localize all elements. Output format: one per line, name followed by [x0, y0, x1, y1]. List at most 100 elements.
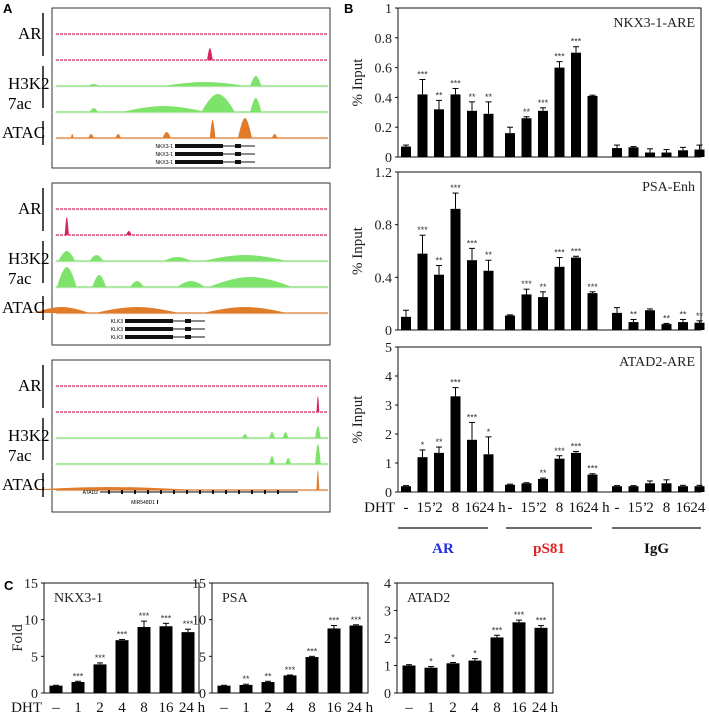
y-tick-label: 3: [385, 399, 392, 414]
bar-nkx3-1: [71, 682, 85, 693]
bar-psa: [327, 628, 341, 693]
bar-igg: [645, 152, 655, 157]
gene-exon: [186, 490, 188, 494]
bar-igg: [678, 322, 688, 330]
bar-igg: [645, 483, 655, 492]
x-tick-label: 16: [569, 500, 585, 516]
x-tick-label: –: [219, 700, 228, 716]
bar-ar: [401, 486, 411, 492]
bar-ar: [483, 113, 494, 157]
y-tick-label: 0.8: [375, 219, 393, 234]
bar-ar: [401, 316, 411, 330]
bar-nkx3-1: [137, 627, 151, 693]
plot-frame: [397, 346, 702, 493]
significance-marker: *: [421, 440, 425, 450]
bar-ar: [450, 208, 461, 330]
bar-ar: [417, 94, 428, 157]
significance-marker: ***: [117, 629, 128, 639]
bar-ar: [417, 457, 428, 492]
significance-marker: ***: [467, 412, 478, 422]
bar-igg: [661, 324, 672, 330]
y-tick-label: 0.8: [375, 32, 393, 47]
h3k27ac-track-vehicle-peak: [282, 432, 289, 438]
significance-marker: ***: [351, 615, 362, 625]
panel-label-c: C: [4, 578, 14, 593]
significance-marker: ***: [450, 78, 461, 88]
x-tick-label: 8: [663, 500, 671, 516]
x-tick-label: 8: [556, 500, 564, 516]
h3k27ac-track-label-line1: H3K2: [8, 249, 50, 268]
gene-exon: [225, 490, 227, 494]
bar-ar: [434, 274, 444, 330]
x-tick-label: -: [615, 500, 620, 516]
gene-exon: [157, 500, 158, 504]
y-tick-label: 4: [384, 577, 391, 592]
y-tick-label: 2: [384, 632, 391, 647]
x-tick-label: 16: [676, 500, 692, 516]
x-axis-prefix-dht: DHT: [364, 500, 395, 516]
genome-browser-box: [51, 7, 331, 169]
y-tick-label: 3: [384, 605, 391, 620]
plot-title: PSA: [222, 591, 249, 606]
significance-marker: ***: [183, 619, 194, 629]
bar-ar: [467, 260, 477, 330]
y-tick-label: 0: [199, 687, 206, 702]
bar-igg: [661, 483, 672, 492]
gene-exon: [185, 335, 191, 339]
bar-ps81: [587, 474, 598, 492]
y-axis-label: % Input: [350, 58, 366, 107]
h3k27ac-track-vehicle-peak: [203, 255, 287, 261]
bar-igg: [645, 310, 655, 330]
significance-marker: *: [429, 657, 433, 667]
y-tick-label: 15: [24, 577, 38, 592]
gene-name: KLK3: [111, 335, 123, 341]
significance-marker: ***: [329, 616, 340, 626]
bar-ps81: [505, 133, 515, 157]
group-label-ar: AR: [432, 541, 454, 557]
y-axis-label: % Input: [350, 226, 366, 275]
significance-marker: ***: [285, 665, 296, 675]
bar-nkx3-1: [93, 664, 107, 693]
bar-nkx3-1: [159, 626, 173, 693]
x-tick-label: 24 h: [479, 500, 506, 516]
bar-igg: [661, 152, 672, 157]
bar-igg: [694, 322, 705, 330]
x-tick-label: 15’: [628, 500, 648, 516]
significance-marker: ***: [417, 225, 428, 235]
h3k27ac-track-label-line1: H3K2: [8, 426, 50, 445]
h3k27ac-track-label-line2: 7ac: [8, 94, 32, 113]
gene-exon: [235, 144, 241, 148]
gene-exon: [185, 327, 191, 331]
gene-exon: [251, 490, 253, 494]
gene-exon: [277, 490, 279, 494]
significance-marker: ***: [571, 246, 582, 256]
x-tick-label: 2: [646, 500, 654, 516]
group-label-igg: IgG: [644, 541, 669, 557]
bar-ps81: [538, 297, 548, 330]
significance-marker: **: [679, 309, 687, 319]
h3k27ac-track-vehicle-peak: [58, 251, 76, 261]
h3k27ac-track-dht-peak: [130, 281, 144, 287]
x-tick-label: 16: [512, 700, 528, 716]
significance-marker: ***: [467, 238, 478, 248]
gene-exon: [175, 152, 223, 156]
h3k27ac-track-vehicle-peak: [163, 257, 192, 261]
x-tick-label: -: [404, 500, 409, 516]
significance-marker: **: [663, 313, 671, 323]
bar-nkx3-1: [115, 640, 129, 693]
bar-ar: [417, 253, 428, 330]
x-tick-label: 4: [118, 700, 126, 716]
bar-atad2: [402, 665, 416, 693]
bar-ar: [467, 110, 477, 157]
bar-igg: [612, 148, 622, 157]
ar-track-dht-peak: [316, 396, 320, 412]
significance-marker: ***: [161, 613, 172, 623]
bar-atad2: [512, 622, 526, 693]
atac-track-peak: [209, 120, 216, 138]
bar-ps81: [587, 293, 598, 330]
gene-exon: [185, 319, 191, 323]
bar-psa: [261, 682, 275, 693]
bar-igg: [628, 322, 639, 330]
significance-marker: **: [539, 282, 547, 292]
bar-ps81: [571, 452, 581, 492]
